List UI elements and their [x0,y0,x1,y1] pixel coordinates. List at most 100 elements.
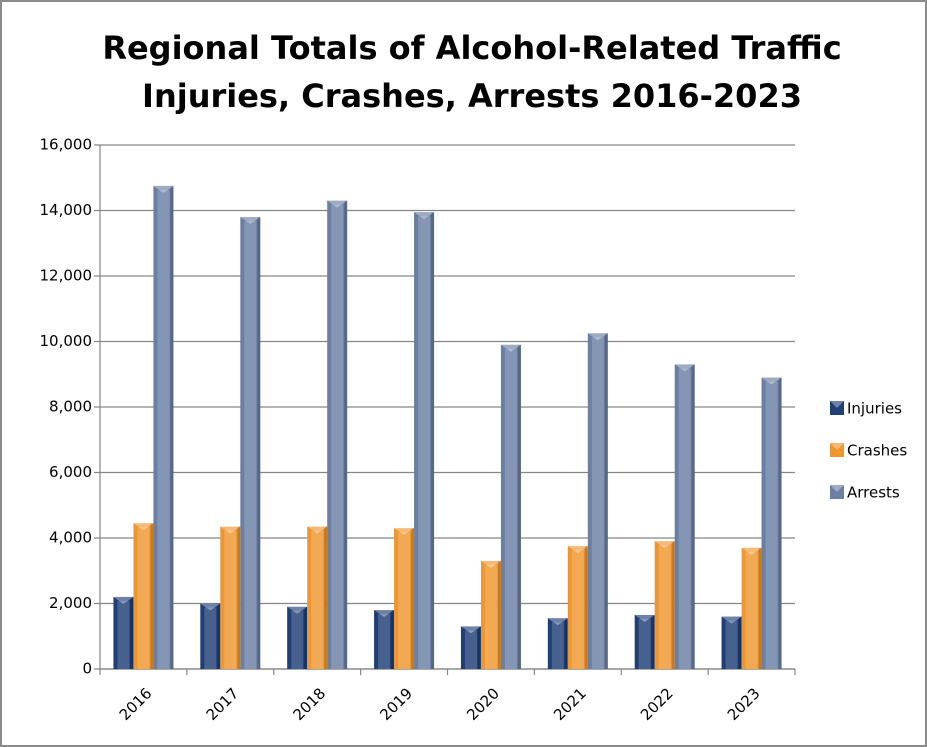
bar-cap [240,217,261,225]
bar-highlight [398,532,411,669]
y-tick-label: 16,000 [40,136,93,154]
bar-cap [567,546,588,554]
chart-title: Injuries, Crashes, Arrests 2016-2023 [142,77,802,115]
bar [654,541,675,669]
bar-highlight [745,551,758,669]
legend-swatch [830,401,844,415]
bar-edge [564,618,568,669]
bar-highlight [311,530,324,669]
bar-highlight [244,221,257,670]
bar [240,217,261,670]
bar-cap [741,547,762,555]
bar-highlight [418,216,431,669]
bar-highlight [157,189,170,669]
legend-swatch [830,443,844,457]
bar-highlight [571,550,584,669]
legend-label: Arrests [847,484,900,502]
bar-highlight [638,618,651,669]
bar-edge [758,547,762,669]
bar-highlight [204,607,217,669]
y-tick-label: 0 [82,660,92,678]
bar-cap [327,200,348,208]
y-tick-label: 6,000 [49,463,92,481]
bar-highlight [224,530,237,669]
bar [414,212,435,669]
bar-cap [460,626,481,634]
bar-edge [170,185,174,669]
bar-cap [307,526,328,534]
bar [761,377,782,669]
bar [741,547,762,669]
bar [327,200,348,670]
bar-cap [394,528,415,536]
bar [153,185,174,669]
bar [634,614,655,669]
bar-edge [150,523,154,669]
bar [394,528,415,669]
bar-edge [584,546,588,669]
legend-swatch-bevel [830,485,844,492]
bar [500,344,521,669]
bar-cap [547,618,568,626]
y-tick-label: 2,000 [49,594,92,612]
bar [587,333,608,669]
bar [674,364,695,669]
bar-highlight [678,368,691,669]
bar-edge [651,614,655,669]
bar-cap [480,560,501,568]
bar [220,526,241,669]
bar-edge [497,560,501,669]
bar-edge [344,200,348,670]
bar [287,606,308,669]
bar-highlight [291,610,304,669]
bar-edge [324,526,328,669]
bar-highlight [378,614,391,669]
bar-cap [761,377,782,385]
bar [200,603,221,669]
bar-cap [654,541,675,549]
bar-edge [778,377,782,669]
bar [133,523,154,669]
bar-cap [674,364,695,372]
bar-edge [304,606,308,669]
bar-highlight [484,564,497,669]
legend-label: Injuries [847,400,902,418]
bar-cap [500,344,521,352]
bar-cap [634,614,655,622]
y-tick-label: 14,000 [40,201,93,219]
bar-edge [477,626,481,669]
bar-cap [721,616,742,624]
bar-cap [153,185,174,193]
bar-edge [411,528,415,669]
bar-edge [738,616,742,669]
bar-highlight [551,622,564,669]
bar [374,610,395,669]
bar-highlight [504,348,517,669]
bar [721,616,742,669]
legend-swatch-bevel [830,443,844,450]
bar [480,560,501,669]
legend-swatch-bevel [830,401,844,408]
y-tick-label: 8,000 [49,398,92,416]
chart-title: Regional Totals of Alcohol-Related Traff… [102,29,841,67]
bar [460,626,481,669]
legend-label: Crashes [847,442,907,460]
bar [113,596,134,669]
bar-highlight [117,600,130,669]
bar-cap [113,596,134,604]
bar-highlight [725,620,738,669]
bar-highlight [765,381,778,669]
bar-cap [220,526,241,534]
bar-cap [374,610,395,618]
bar-edge [517,344,521,669]
bar-edge [691,364,695,669]
bar [307,526,328,669]
legend-swatch [830,485,844,499]
bar-edge [130,596,134,669]
bar-edge [237,526,241,669]
bar-cap [587,333,608,341]
bar-edge [431,212,435,669]
bar [547,618,568,669]
